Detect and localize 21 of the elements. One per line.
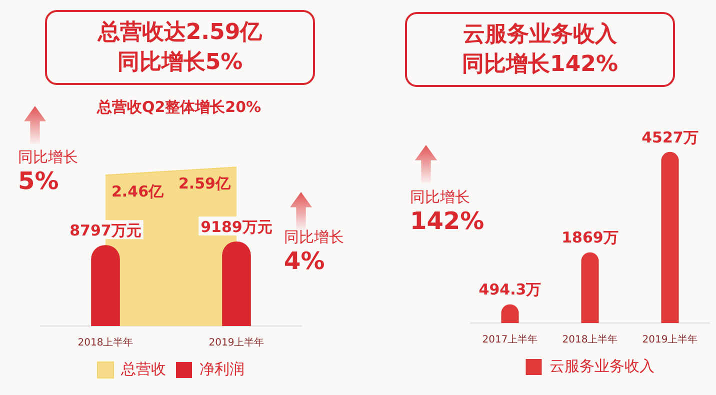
x-tick-label: 2018上半年	[562, 334, 618, 346]
data-label: 494.3万	[478, 280, 542, 299]
data-label: 2.59亿	[178, 174, 232, 193]
text: 同比增长 5%	[18, 148, 78, 195]
x-tick-label: 2019上半年	[642, 334, 698, 346]
legend-label: 云服务业务收入	[549, 356, 654, 375]
data-label: 2.46亿	[112, 182, 165, 201]
chart-title: 云服务业务收入同比增长142%	[461, 20, 619, 78]
legend-label: 净利润	[200, 360, 244, 378]
chart-title: 总营收达2.59亿同比增长5%	[96, 18, 264, 76]
x-tick-label: 2018上半年	[78, 336, 134, 349]
x-tick-label: 2017上半年	[482, 334, 538, 346]
chart-subtitle: 总营收Q2整体增长20%	[96, 98, 262, 117]
annotation: 同比增长 4%	[284, 228, 344, 275]
data-label: 1869万	[562, 228, 618, 247]
x-tick-label: 2019上半年	[208, 336, 264, 349]
data-label: 4527万	[642, 128, 698, 146]
data-label: 9189万元	[200, 218, 272, 236]
data-label: 8797万元	[70, 221, 142, 240]
annotation: 同比增长 142%	[410, 188, 484, 235]
legend-label: 总营收	[120, 360, 166, 378]
